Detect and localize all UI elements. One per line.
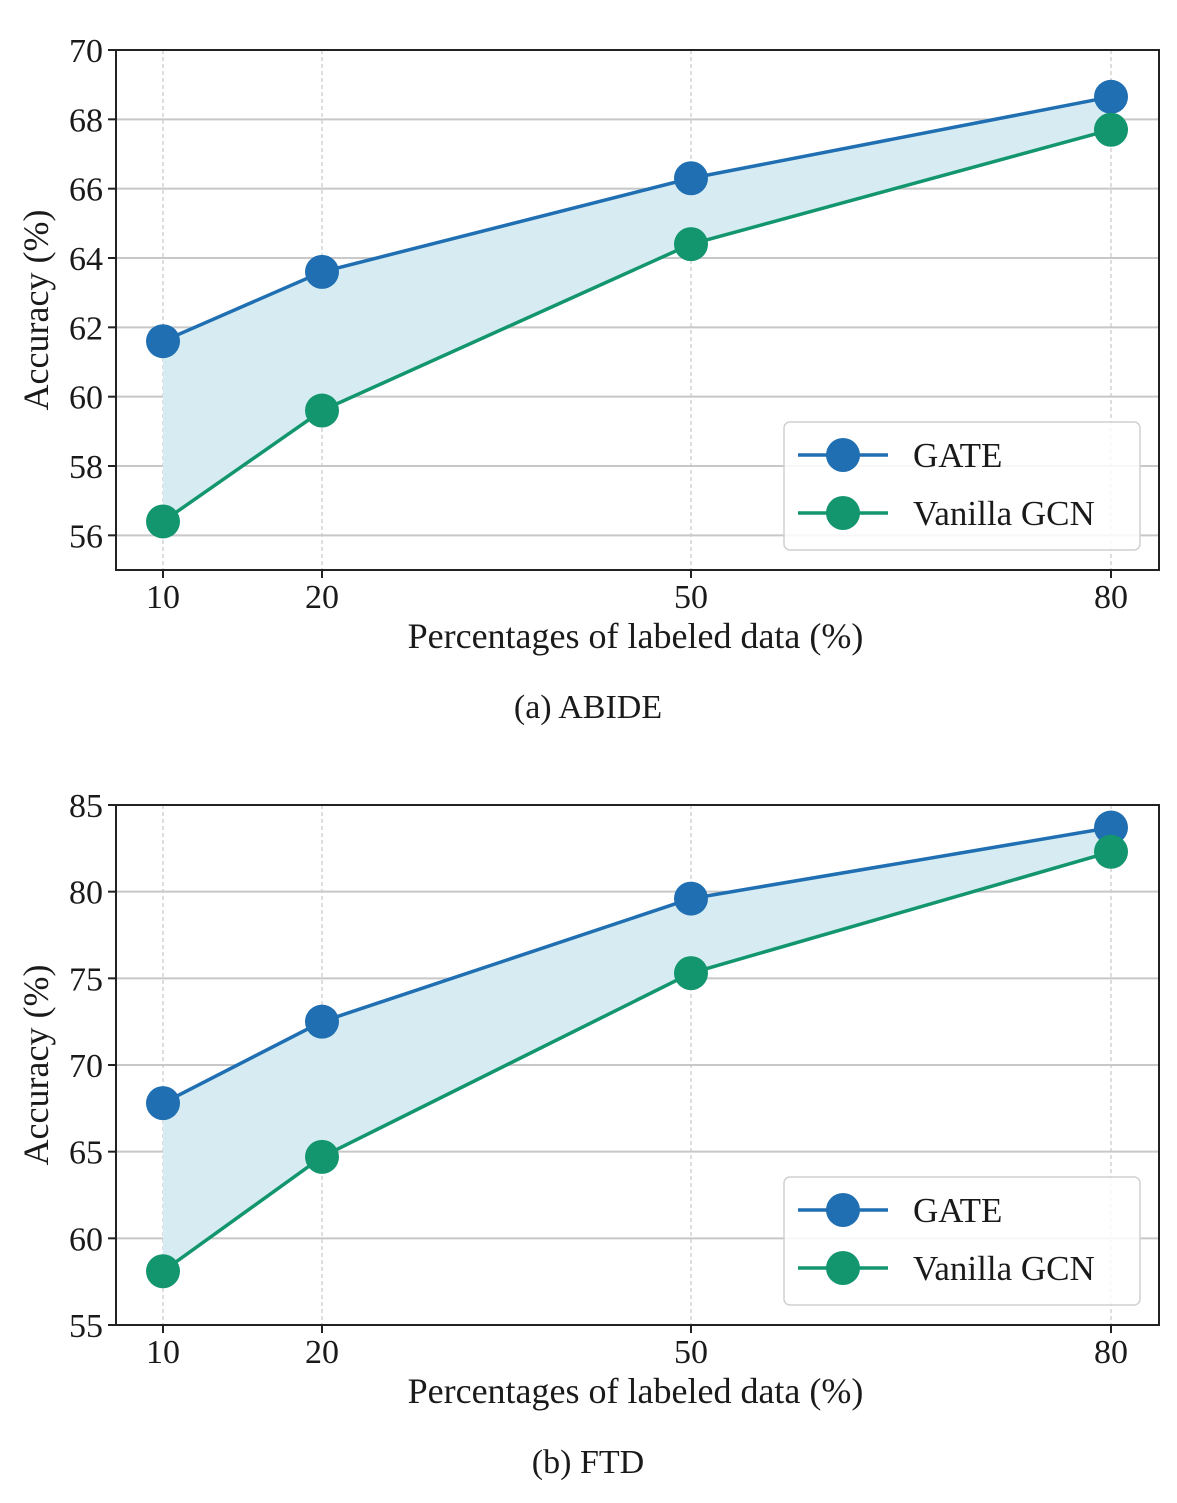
series-1-point xyxy=(1094,834,1128,869)
x-tick-label: 20 xyxy=(305,1334,339,1371)
x-axis-title: Percentages of labeled data (%) xyxy=(408,1371,864,1411)
series-0-point xyxy=(146,1086,180,1121)
legend-label-1: Vanilla GCN xyxy=(913,1249,1095,1288)
series-1-point xyxy=(674,227,708,262)
x-tick-label: 50 xyxy=(674,1334,708,1371)
y-tick-label: 85 xyxy=(69,788,103,825)
series-1-point xyxy=(146,504,180,539)
x-tick-label: 10 xyxy=(146,579,180,616)
y-tick-label: 80 xyxy=(69,875,103,912)
series-0-point xyxy=(146,324,180,359)
chart-panel-1: 55 60 65 70 75 80 85 10 20 50 80 Percentages of lab… xyxy=(16,788,1160,1481)
y-tick-label: 60 xyxy=(69,1221,103,1258)
y-tick-label: 68 xyxy=(69,102,103,139)
fill-between-area xyxy=(163,827,1111,1272)
y-axis-title: Accuracy (%) xyxy=(16,965,56,1166)
y-tick-label: 60 xyxy=(69,380,103,417)
series-1-point xyxy=(305,1139,339,1174)
x-axis-title: Percentages of labeled data (%) xyxy=(408,616,864,656)
series-0-point xyxy=(1094,79,1128,114)
chart-panel-0: 56 58 60 62 64 66 68 70 10 20 50 80 Percentages of l… xyxy=(16,33,1160,726)
y-tick-label: 65 xyxy=(69,1135,103,1172)
series-line-1 xyxy=(161,850,1112,1273)
legend-label-1: Vanilla GCN xyxy=(913,494,1095,533)
legend-label-0: GATE xyxy=(913,436,1002,475)
y-tick-label: 66 xyxy=(69,172,103,209)
y-axis-title: Accuracy (%) xyxy=(16,210,56,411)
y-tick-label: 75 xyxy=(69,961,103,998)
y-tick-label: 64 xyxy=(69,241,103,278)
x-tick-label: 80 xyxy=(1094,579,1128,616)
x-tick-label: 50 xyxy=(674,579,708,616)
fill-between-area xyxy=(163,96,1111,522)
x-tick-label: 80 xyxy=(1094,1334,1128,1371)
legend-marker-0 xyxy=(826,1193,860,1227)
series-1-point xyxy=(305,393,339,428)
series-0-point xyxy=(674,161,708,196)
y-tick-label: 62 xyxy=(69,310,103,347)
y-tick-label: 58 xyxy=(69,449,103,486)
series-line-1 xyxy=(161,128,1112,523)
y-tick-label: 70 xyxy=(69,33,103,70)
y-tick-label: 70 xyxy=(69,1048,103,1085)
y-tick-label: 56 xyxy=(69,518,103,555)
legend-marker-1 xyxy=(826,496,860,530)
legend-label-0: GATE xyxy=(913,1191,1002,1230)
legend-marker-1 xyxy=(826,1251,860,1285)
series-1-point xyxy=(1094,112,1128,147)
series-0-point xyxy=(305,254,339,289)
legend: GATE Vanilla GCN xyxy=(783,1176,1141,1306)
legend: GATE Vanilla GCN xyxy=(783,421,1141,551)
series-0-point xyxy=(305,1004,339,1039)
series-0-point xyxy=(674,881,708,916)
legend-marker-0 xyxy=(826,438,860,472)
series-0-point xyxy=(1094,810,1128,845)
series-line-0 xyxy=(162,825,1112,1105)
x-tick-label: 20 xyxy=(305,579,339,616)
y-tick-label: 55 xyxy=(69,1308,103,1345)
plot-frame xyxy=(115,49,1160,571)
series-1-point xyxy=(146,1254,180,1289)
chart-caption: (a) ABIDE xyxy=(514,689,662,726)
series-1-point xyxy=(674,956,708,991)
series-line-0 xyxy=(162,95,1112,343)
chart-caption: (b) FTD xyxy=(532,1444,644,1481)
x-tick-label: 10 xyxy=(146,1334,180,1371)
